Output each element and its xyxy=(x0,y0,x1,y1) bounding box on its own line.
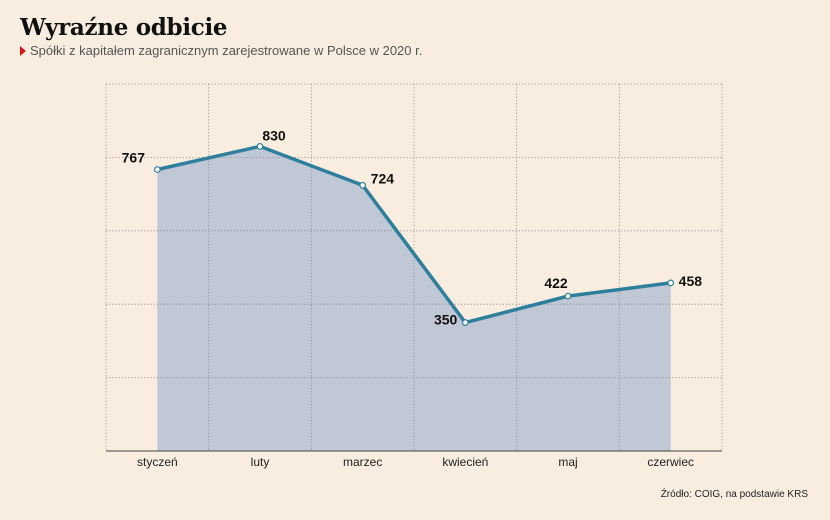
data-point xyxy=(153,166,161,173)
data-label: 724 xyxy=(371,170,395,186)
data-point xyxy=(256,142,264,150)
subtitle-text: Spółki z kapitałem zagranicznym zarejest… xyxy=(30,43,423,58)
data-label: 350 xyxy=(434,312,458,328)
x-tick-label: marzec xyxy=(343,455,382,469)
series-line xyxy=(155,144,673,325)
x-tick-label: czerwiec xyxy=(647,455,694,469)
data-label: 830 xyxy=(262,127,286,143)
data-label: 767 xyxy=(122,150,146,166)
x-tick-label: maj xyxy=(558,455,577,469)
source-note: Źródło: COIG, na podstawie KRS xyxy=(660,489,808,500)
data-point xyxy=(359,181,367,189)
x-tick-label: styczeń xyxy=(137,455,178,469)
data-label: 458 xyxy=(679,273,703,289)
data-point xyxy=(564,292,572,300)
data-point xyxy=(461,319,469,326)
data-point xyxy=(667,279,675,287)
chart-title: Wyraźne odbicie xyxy=(20,14,228,41)
x-tick-label: luty xyxy=(251,455,270,469)
triangle-bullet-icon xyxy=(20,45,26,56)
data-label: 422 xyxy=(544,275,568,291)
chart-subtitle: Spółki z kapitałem zagranicznym zarejest… xyxy=(20,43,422,58)
x-tick-label: kwiecień xyxy=(442,455,488,469)
